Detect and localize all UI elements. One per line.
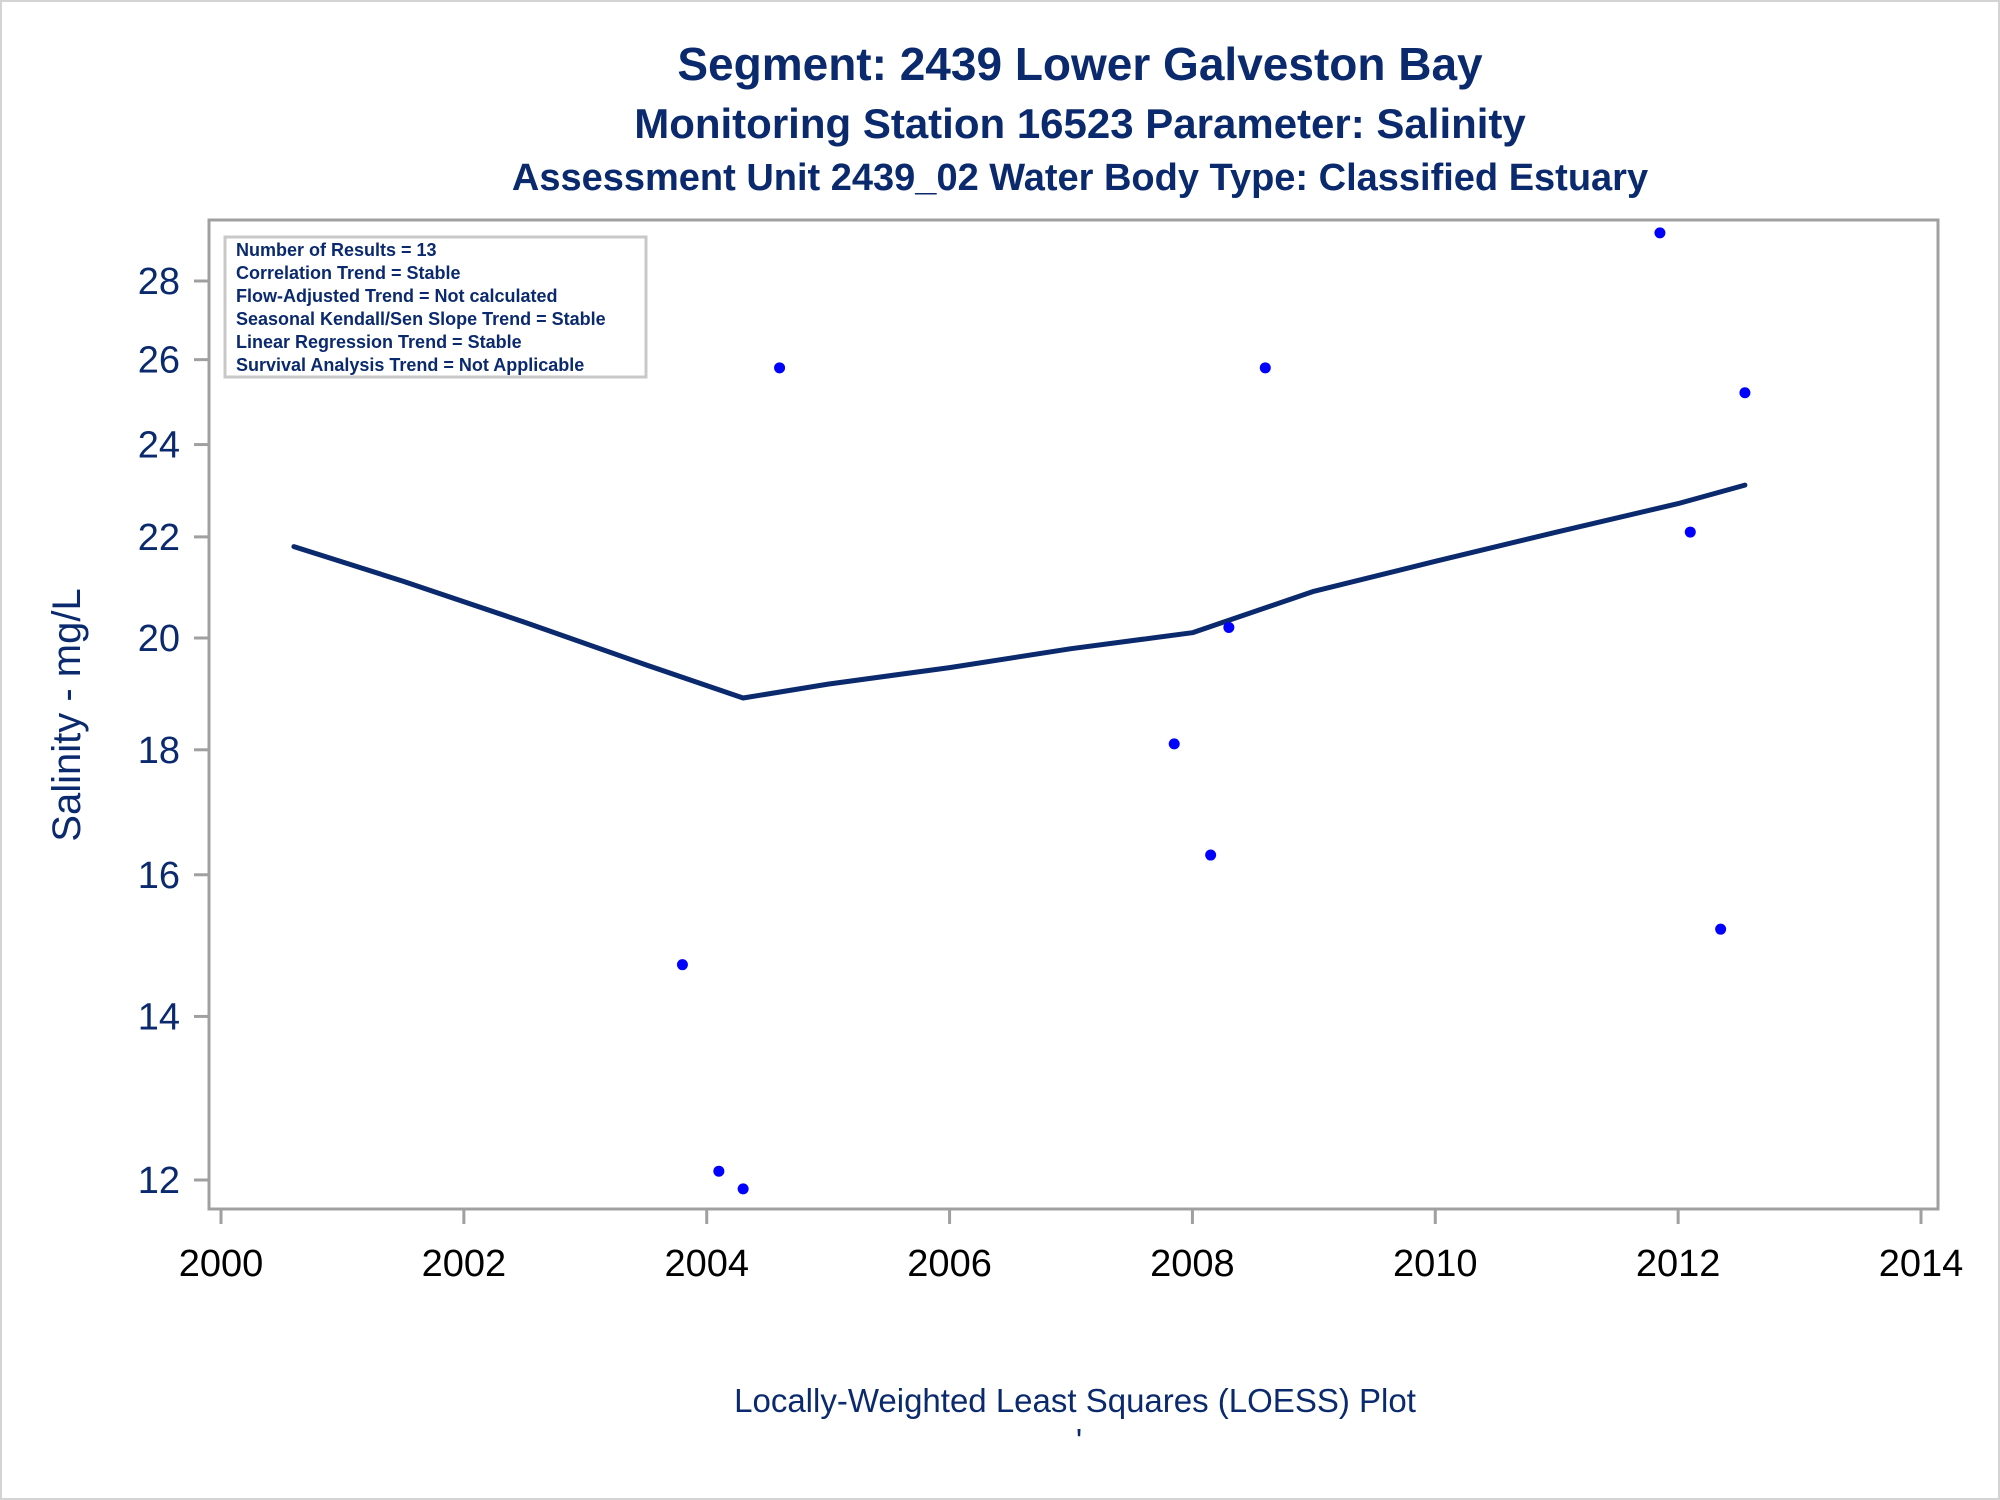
y-tick-label: 18 (138, 730, 180, 772)
footnote: Locally-Weighted Least Squares (LOESS) P… (734, 1382, 1416, 1419)
data-point (1259, 362, 1271, 374)
loess-line (291, 482, 1748, 701)
data-point (774, 362, 786, 374)
x-tick-label: 2012 (1636, 1243, 1721, 1285)
data-point (1223, 621, 1235, 633)
y-tick-label: 22 (138, 517, 180, 559)
y-tick-label: 14 (138, 996, 180, 1038)
plot-area (207, 218, 1940, 1211)
data-point (1715, 923, 1727, 935)
stats-line-flow-adjusted: Flow-Adjusted Trend = Not calculated (236, 286, 558, 306)
chart-subtitle: Monitoring Station 16523 Parameter: Sali… (634, 100, 1526, 147)
y-axis: 12 14 16 18 20 22 24 26 28 (138, 261, 209, 1202)
stats-line-linear-regression: Linear Regression Trend = Stable (236, 332, 522, 352)
x-tick-label: 2000 (179, 1243, 264, 1285)
chart-subtitle-2: Assessment Unit 2439_02 Water Body Type:… (512, 157, 1648, 199)
data-point (1739, 387, 1751, 399)
y-tick-label: 26 (138, 340, 180, 382)
stats-line-correlation: Correlation Trend = Stable (236, 263, 461, 283)
stats-line-survival: Survival Analysis Trend = Not Applicable (236, 355, 584, 375)
x-tick-label: 2014 (1879, 1243, 1964, 1285)
y-tick-label: 20 (138, 618, 180, 660)
y-tick-label: 16 (138, 855, 180, 897)
chart-title: Segment: 2439 Lower Galveston Bay (677, 38, 1483, 90)
data-point (1654, 227, 1666, 239)
y-tick-label: 12 (138, 1160, 180, 1202)
stats-line-results: Number of Results = 13 (236, 240, 437, 260)
data-point (737, 1183, 749, 1195)
data-point (1205, 849, 1217, 861)
y-tick-label: 24 (138, 425, 180, 467)
x-tick-label: 2002 (422, 1243, 507, 1285)
data-point (1168, 738, 1180, 750)
loess-series (291, 482, 1748, 701)
data-point (713, 1165, 725, 1177)
y-axis-label: Salinity - mg/L (45, 588, 89, 841)
x-tick-label: 2006 (907, 1243, 992, 1285)
x-tick-label: 2008 (1150, 1243, 1235, 1285)
stats-line-seasonal-kendall: Seasonal Kendall/Sen Slope Trend = Stabl… (236, 309, 606, 329)
footnote-mark: ' (1076, 1422, 1082, 1459)
x-tick-label: 2004 (664, 1243, 749, 1285)
x-tick-label: 2010 (1393, 1243, 1478, 1285)
x-axis: 2000 2002 2004 2006 2008 2010 2012 2014 (179, 1209, 1964, 1285)
stats-box: Number of Results = 13 Correlation Trend… (223, 235, 648, 379)
data-point (1684, 526, 1696, 538)
y-tick-label: 28 (138, 261, 180, 303)
data-point (676, 959, 688, 971)
stats-box-frame (223, 235, 648, 379)
